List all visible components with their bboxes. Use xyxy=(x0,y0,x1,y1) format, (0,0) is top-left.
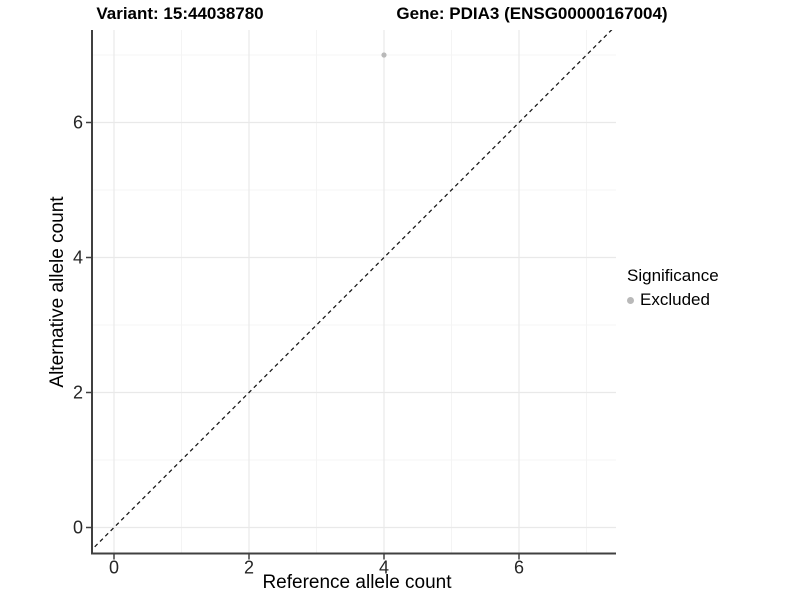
y-tick-label: 0 xyxy=(73,518,83,538)
y-axis-title: Alternative allele count xyxy=(47,196,68,388)
x-tick-label: 2 xyxy=(244,558,254,578)
legend-entry-label: Excluded xyxy=(640,290,710,309)
y-tick-label: 6 xyxy=(73,113,83,133)
legend-point-icon xyxy=(627,296,634,304)
x-axis-title: Reference allele count xyxy=(262,572,452,593)
legend-title: Significance xyxy=(627,266,719,285)
x-tick-label: 0 xyxy=(109,558,119,578)
gene-title: Gene: PDIA3 (ENSG00000167004) xyxy=(396,4,668,23)
legend-entry-excluded: Excluded xyxy=(627,290,719,310)
x-tick-label: 4 xyxy=(379,558,389,578)
data-point xyxy=(381,52,387,58)
legend: Significance Excluded xyxy=(627,266,719,310)
variant-title: Variant: 15:44038780 xyxy=(96,4,264,23)
y-tick-label: 4 xyxy=(73,248,83,268)
x-tick-label: 6 xyxy=(514,558,524,578)
y-tick-label: 2 xyxy=(73,383,83,403)
identity-reference-line xyxy=(92,30,613,551)
